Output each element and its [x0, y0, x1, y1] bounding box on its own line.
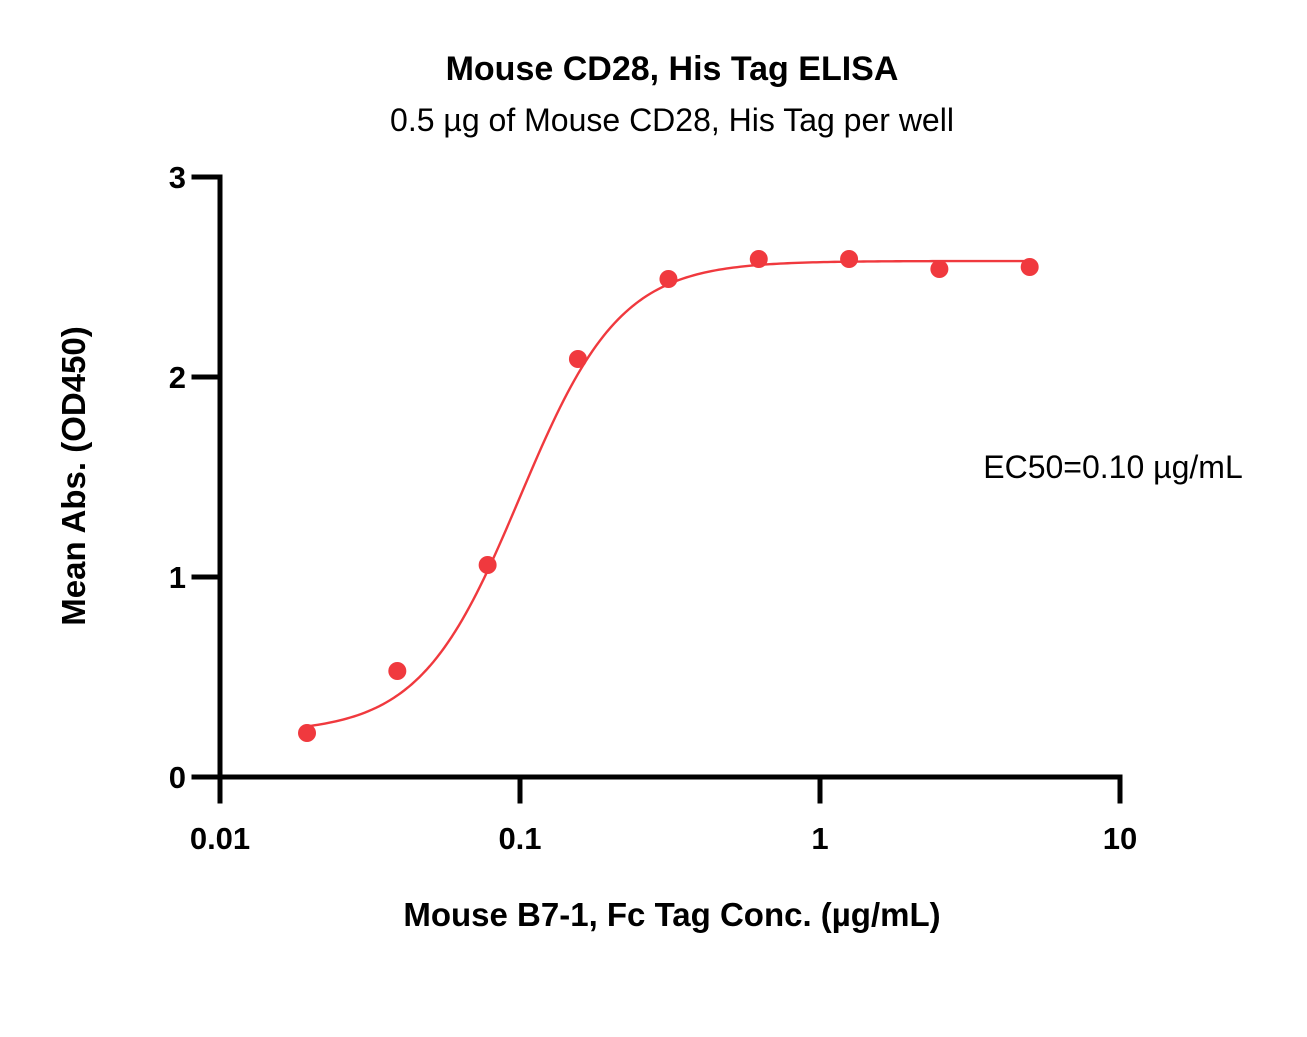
- y-tick-label: 2: [169, 360, 186, 395]
- axes: 0 1 2 3 0.01 0.1 1 10: [169, 160, 1137, 856]
- chart-title: Mouse CD28, His Tag ELISA: [446, 50, 899, 88]
- x-tick-label: 0.01: [190, 821, 250, 856]
- data-point: [388, 662, 407, 680]
- data-point: [298, 724, 317, 742]
- data-point: [478, 556, 497, 574]
- fit-curve-layer: [306, 259, 1030, 728]
- x-axis-label: Mouse B7-1, Fc Tag Conc. (µg/mL): [403, 896, 940, 933]
- data-point: [930, 260, 949, 278]
- x-tick-label: 10: [1103, 821, 1137, 856]
- data-point: [1020, 258, 1039, 276]
- y-tick-label: 1: [169, 560, 186, 595]
- ec50-annotation: EC50=0.10 µg/mL: [983, 449, 1242, 485]
- y-axis-label: Mean Abs. (OD450): [55, 326, 92, 626]
- fit-curve: [306, 259, 1030, 728]
- data-point: [659, 270, 678, 288]
- chart-subtitle: 0.5 µg of Mouse CD28, His Tag per well: [390, 102, 954, 138]
- data-point: [749, 250, 768, 268]
- data-point: [840, 250, 859, 268]
- data-point: [568, 350, 587, 368]
- x-tick-label: 0.1: [498, 821, 541, 856]
- y-tick-label: 0: [169, 760, 186, 795]
- x-tick-label: 1: [811, 821, 828, 856]
- data-points-layer: [298, 250, 1039, 742]
- y-tick-label: 3: [169, 160, 186, 195]
